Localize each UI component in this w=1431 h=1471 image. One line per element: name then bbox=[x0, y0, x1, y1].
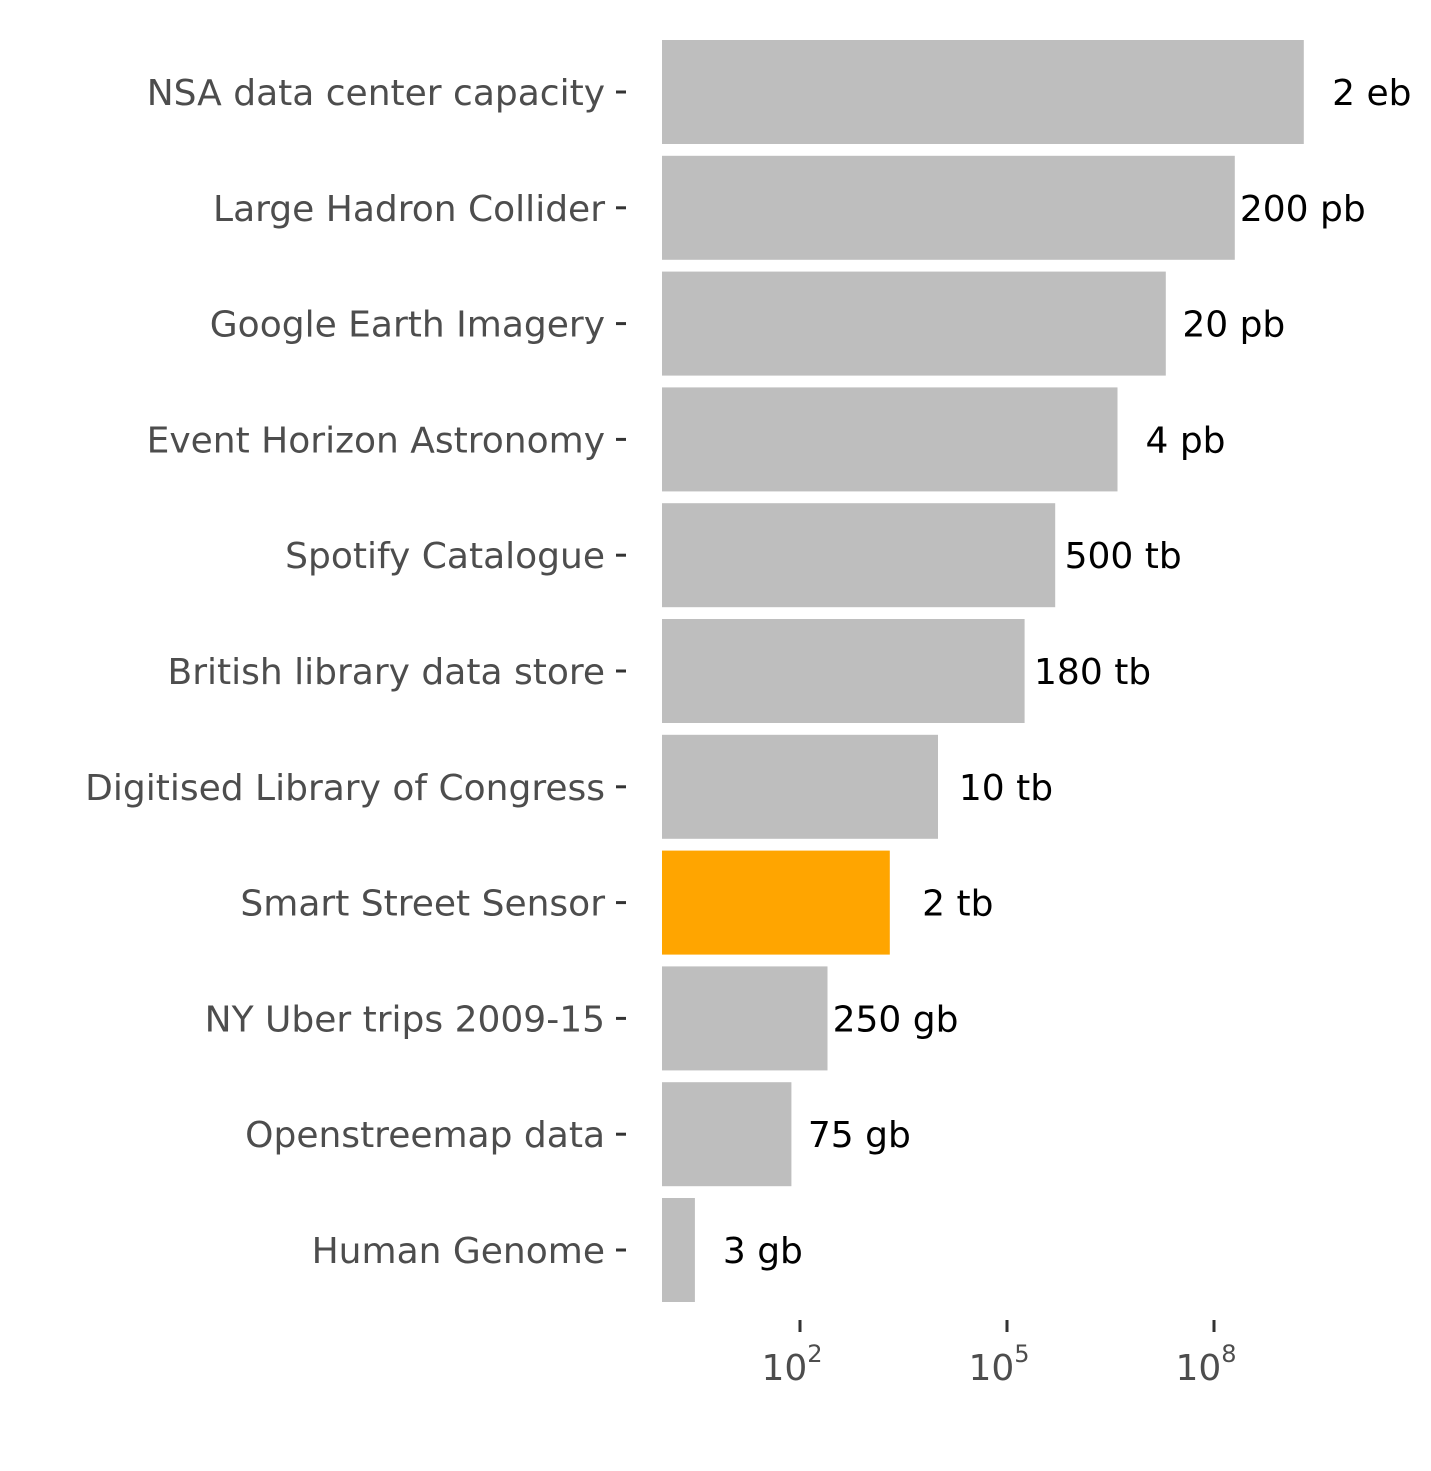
value-label-british-library-data-store: 180 tb bbox=[1034, 652, 1151, 693]
x-tick-exponent: 5 bbox=[1014, 1340, 1029, 1368]
category-label-google-earth-imagery: Google Earth Imagery bbox=[210, 305, 605, 346]
value-label-event-horizon-astronomy: 4 pb bbox=[1145, 420, 1225, 461]
x-axis: 102 105 108 bbox=[761, 1320, 1237, 1389]
x-tick-exponent: 2 bbox=[807, 1340, 822, 1368]
category-label-event-horizon-astronomy: Event Horizon Astronomy bbox=[147, 420, 605, 461]
category-label-nsa-data-center-capacity: NSA data center capacity bbox=[147, 73, 605, 114]
value-label-digitised-library-of-congress: 10 tb bbox=[959, 768, 1053, 809]
category-label-british-library-data-store: British library data store bbox=[168, 652, 605, 693]
value-label-nsa-data-center-capacity: 2 eb bbox=[1332, 73, 1411, 114]
value-label-openstreemap-data: 75 gb bbox=[808, 1115, 911, 1156]
bars-layer bbox=[662, 40, 1304, 1302]
bar-spotify-catalogue bbox=[662, 503, 1056, 608]
category-label-openstreemap-data: Openstreemap data bbox=[245, 1115, 605, 1156]
category-label-large-hadron-collider: Large Hadron Collider bbox=[213, 189, 605, 230]
bar-event-horizon-astronomy bbox=[662, 387, 1118, 492]
category-label-spotify-catalogue: Spotify Catalogue bbox=[285, 536, 605, 577]
x-tick-label-10e5: 105 bbox=[968, 1340, 1029, 1389]
value-labels: 2 eb 200 pb 20 pb 4 pb 500 tb 180 tb 10 tb 2 tb… bbox=[723, 73, 1412, 1272]
category-label-smart-street-sensor: Smart Street Sensor bbox=[240, 884, 605, 925]
value-label-human-genome: 3 gb bbox=[723, 1231, 803, 1272]
bar-nsa-data-center-capacity bbox=[662, 40, 1304, 144]
category-label-ny-uber-trips-2009-15: NY Uber trips 2009-15 bbox=[205, 999, 605, 1040]
x-tick-label-10e2: 102 bbox=[761, 1340, 822, 1389]
bar-human-genome bbox=[662, 1198, 695, 1302]
x-tick-base: 10 bbox=[761, 1348, 807, 1389]
bar-british-library-data-store bbox=[662, 619, 1025, 723]
bar-openstreemap-data bbox=[662, 1082, 792, 1187]
bar-ny-uber-trips-2009-15 bbox=[662, 966, 828, 1071]
value-label-spotify-catalogue: 500 tb bbox=[1065, 536, 1182, 577]
x-tick-exponent: 8 bbox=[1221, 1340, 1236, 1368]
bar-digitised-library-of-congress bbox=[662, 734, 938, 839]
category-label-digitised-library-of-congress: Digitised Library of Congress bbox=[85, 768, 605, 809]
value-label-smart-street-sensor: 2 tb bbox=[922, 884, 993, 925]
value-label-large-hadron-collider: 200 pb bbox=[1240, 189, 1366, 230]
x-tick-base: 10 bbox=[1175, 1348, 1221, 1389]
value-label-ny-uber-trips-2009-15: 250 gb bbox=[833, 999, 959, 1040]
bar-smart-street-sensor bbox=[662, 850, 890, 955]
bar-google-earth-imagery bbox=[662, 271, 1166, 376]
value-label-google-earth-imagery: 20 pb bbox=[1182, 305, 1285, 346]
y-axis: NSA data center capacity Large Hadron Col… bbox=[85, 73, 626, 1272]
bar-large-hadron-collider bbox=[662, 155, 1235, 260]
x-tick-label-10e8: 108 bbox=[1175, 1340, 1236, 1389]
x-tick-base: 10 bbox=[968, 1348, 1014, 1389]
category-label-human-genome: Human Genome bbox=[312, 1231, 605, 1272]
